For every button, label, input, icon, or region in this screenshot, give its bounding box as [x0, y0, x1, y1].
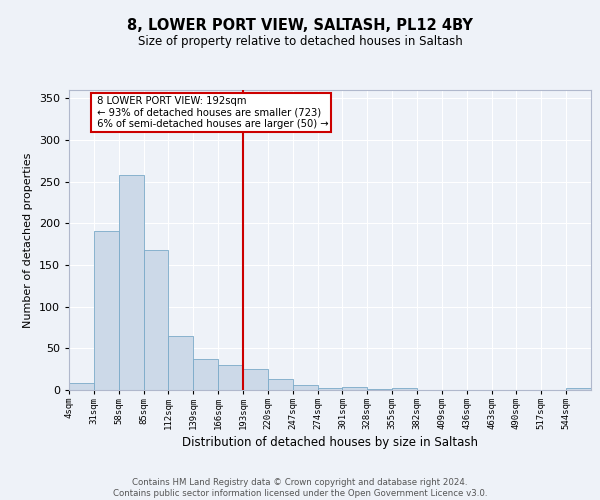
Bar	[268, 379, 293, 390]
Bar	[169, 336, 193, 390]
Bar	[566, 388, 591, 390]
Bar	[243, 369, 268, 390]
Bar	[392, 388, 417, 390]
Bar	[343, 386, 367, 390]
Text: Size of property relative to detached houses in Saltash: Size of property relative to detached ho…	[137, 35, 463, 48]
Bar	[293, 385, 317, 390]
Bar	[367, 389, 392, 390]
Bar	[193, 359, 218, 390]
X-axis label: Distribution of detached houses by size in Saltash: Distribution of detached houses by size …	[182, 436, 478, 449]
Bar	[69, 384, 94, 390]
Bar	[143, 250, 169, 390]
Text: 8 LOWER PORT VIEW: 192sqm
 ← 93% of detached houses are smaller (723)
 6% of sem: 8 LOWER PORT VIEW: 192sqm ← 93% of detac…	[94, 96, 328, 129]
Text: Contains HM Land Registry data © Crown copyright and database right 2024.
Contai: Contains HM Land Registry data © Crown c…	[113, 478, 487, 498]
Text: 8, LOWER PORT VIEW, SALTASH, PL12 4BY: 8, LOWER PORT VIEW, SALTASH, PL12 4BY	[127, 18, 473, 32]
Bar	[218, 365, 243, 390]
Y-axis label: Number of detached properties: Number of detached properties	[23, 152, 33, 328]
Bar	[94, 231, 119, 390]
Bar	[119, 175, 143, 390]
Bar	[317, 388, 343, 390]
